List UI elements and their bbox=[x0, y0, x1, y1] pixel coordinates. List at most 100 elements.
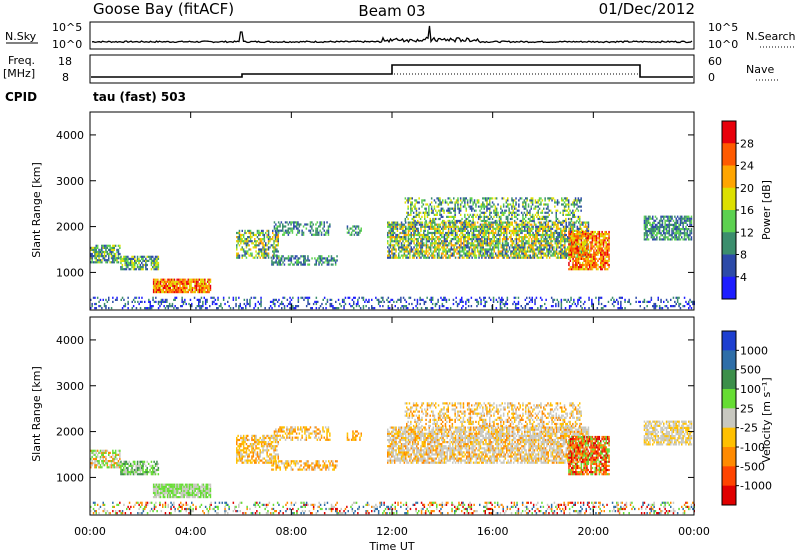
range-gate-cell bbox=[474, 256, 476, 259]
range-gate-cell bbox=[570, 268, 573, 271]
range-gate-cell bbox=[557, 231, 559, 235]
range-gate-cell bbox=[402, 223, 404, 226]
range-gate-cell bbox=[496, 225, 498, 228]
range-gate-cell bbox=[550, 240, 552, 243]
range-gate-cell bbox=[670, 217, 672, 220]
range-gate-cell bbox=[368, 298, 370, 301]
range-gate-cell bbox=[311, 233, 313, 236]
range-gate-cell bbox=[198, 284, 201, 287]
range-gate-cell bbox=[513, 199, 516, 202]
range-gate-cell bbox=[492, 242, 494, 245]
range-gate-cell bbox=[541, 209, 544, 212]
range-gate-cell bbox=[267, 236, 270, 239]
range-gate-cell bbox=[667, 238, 669, 241]
range-gate-cell bbox=[563, 205, 566, 208]
range-gate-cell bbox=[678, 228, 680, 231]
range-gate-cell bbox=[569, 242, 572, 245]
range-gate-cell bbox=[135, 307, 138, 310]
range-gate-cell bbox=[152, 298, 154, 301]
range-gate-cell bbox=[480, 300, 482, 303]
range-gate-cell bbox=[656, 234, 658, 237]
range-gate-cell bbox=[418, 254, 421, 257]
range-gate-cell bbox=[124, 305, 127, 308]
range-gate-cell bbox=[507, 238, 509, 241]
range-gate-cell bbox=[186, 286, 188, 290]
range-gate-cell bbox=[568, 245, 570, 248]
range-gate-cell bbox=[190, 278, 192, 281]
range-gate-cell bbox=[528, 233, 530, 237]
range-gate-cell bbox=[221, 307, 223, 310]
range-gate-cell bbox=[511, 215, 513, 218]
range-gate-cell bbox=[388, 231, 390, 235]
range-gate-cell bbox=[583, 241, 585, 244]
range-gate-cell bbox=[442, 242, 444, 245]
range-gate-cell bbox=[542, 236, 544, 239]
range-gate-cell bbox=[131, 257, 133, 260]
range-gate-cell bbox=[481, 248, 483, 251]
range-gate-cell bbox=[406, 246, 408, 249]
range-gate-cell bbox=[598, 257, 601, 260]
range-gate-cell bbox=[410, 227, 412, 230]
range-gate-cell bbox=[121, 296, 124, 299]
range-gate-cell bbox=[387, 231, 389, 235]
range-gate-cell bbox=[537, 248, 540, 251]
range-gate-cell bbox=[254, 244, 256, 247]
range-gate-cell bbox=[399, 225, 401, 228]
range-gate-cell bbox=[551, 223, 554, 226]
range-gate-cell bbox=[400, 246, 403, 249]
range-gate-cell bbox=[497, 211, 499, 214]
range-gate-cell bbox=[605, 251, 607, 254]
range-gate-cell bbox=[355, 231, 357, 234]
range-gate-cell bbox=[360, 229, 362, 232]
range-gate-cell bbox=[604, 261, 606, 265]
range-gate-cell bbox=[553, 236, 555, 239]
range-gate-cell bbox=[392, 225, 394, 228]
range-gate-cell bbox=[551, 221, 554, 224]
range-gate-cell bbox=[276, 250, 278, 253]
range-gate-cell bbox=[450, 227, 453, 230]
range-gate-cell bbox=[547, 242, 549, 245]
range-gate-cell bbox=[547, 229, 549, 232]
range-gate-cell bbox=[408, 213, 411, 216]
range-gate-cell bbox=[159, 291, 162, 294]
range-gate-cell bbox=[205, 286, 207, 290]
range-gate-cell bbox=[211, 300, 214, 303]
range-gate-cell bbox=[525, 233, 527, 237]
range-gate-cell bbox=[488, 244, 490, 247]
range-gate-cell bbox=[419, 217, 422, 221]
range-gate-cell bbox=[546, 254, 548, 257]
range-gate-cell bbox=[494, 197, 497, 200]
range-gate-cell bbox=[535, 242, 537, 245]
range-gate-cell bbox=[155, 284, 158, 287]
range-gate-cell bbox=[260, 231, 263, 235]
range-gate-cell bbox=[490, 229, 493, 232]
range-gate-cell bbox=[541, 199, 544, 202]
range-gate-cell bbox=[152, 255, 154, 258]
range-gate-cell bbox=[555, 238, 558, 241]
range-gate-cell bbox=[483, 221, 486, 224]
range-gate-cell bbox=[320, 231, 323, 234]
range-gate-cell bbox=[511, 199, 513, 202]
range-gate-cell bbox=[465, 221, 468, 224]
range-gate-cell bbox=[159, 282, 162, 285]
range-gate-cell bbox=[101, 250, 103, 254]
range-gate-cell bbox=[656, 225, 658, 229]
range-gate-cell bbox=[436, 236, 439, 239]
range-gate-cell bbox=[511, 213, 513, 216]
range-gate-cell bbox=[388, 236, 390, 239]
range-gate-cell bbox=[262, 244, 264, 247]
range-gate-cell bbox=[474, 252, 476, 255]
range-gate-cell bbox=[493, 236, 495, 239]
range-gate-cell bbox=[485, 238, 487, 241]
range-gate-cell bbox=[688, 228, 690, 231]
range-gate-cell bbox=[502, 213, 505, 216]
range-gate-cell bbox=[102, 298, 104, 301]
range-gate-cell bbox=[407, 246, 410, 249]
range-gate-cell bbox=[146, 259, 148, 262]
range-gate-cell bbox=[524, 246, 526, 249]
range-gate-cell bbox=[486, 225, 489, 228]
range-gate-cell bbox=[136, 259, 139, 262]
range-gate-cell bbox=[464, 219, 466, 223]
range-gate-cell bbox=[249, 254, 252, 257]
range-gate-cell bbox=[605, 249, 607, 252]
